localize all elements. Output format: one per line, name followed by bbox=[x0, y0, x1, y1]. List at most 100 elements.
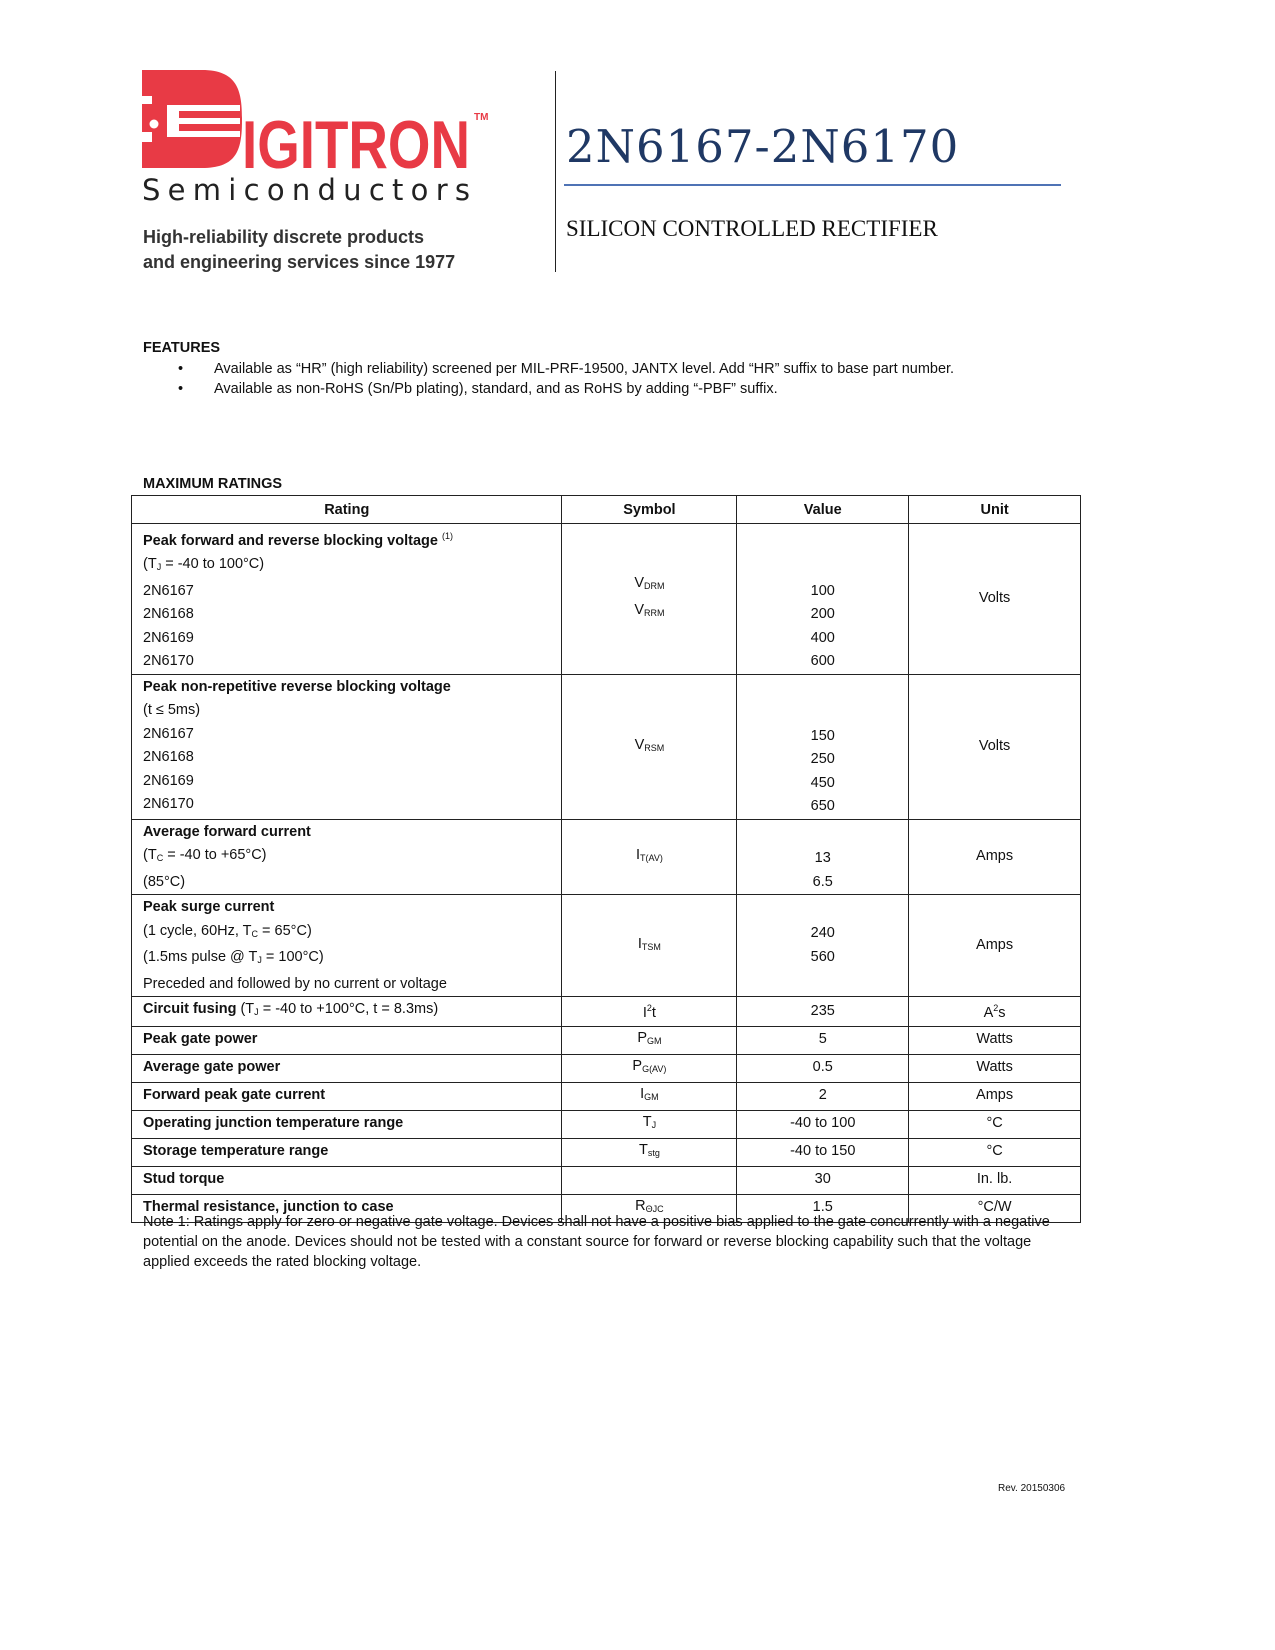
text-run: (T bbox=[236, 1001, 255, 1018]
text-run: = -40 to +100°C, t = 8.3ms) bbox=[258, 1001, 439, 1018]
digitron-logo: IGITRON TM Semiconductors bbox=[142, 70, 488, 207]
part-number-title: 2N6167-2N6170 bbox=[566, 120, 960, 173]
table-row: Thermal resistance, junction to case RΘJC… bbox=[130, 1193, 1081, 1223]
text-line: (t ≤ 5ms) bbox=[143, 699, 550, 723]
text-run: Volts bbox=[978, 738, 1011, 755]
text-line: 6.5 bbox=[748, 871, 897, 895]
text-run: 450 bbox=[810, 774, 835, 791]
text-line: Tstg bbox=[573, 1139, 725, 1166]
text-line: Watts bbox=[920, 1028, 1069, 1052]
rating-cell: Circuit fusing (TJ = -40 to +100°C, t = … bbox=[130, 996, 563, 1027]
text-run: Forward peak gate current bbox=[143, 1087, 326, 1104]
value-cell: 240 560 bbox=[736, 894, 910, 998]
text-line: Volts bbox=[920, 735, 1069, 759]
text-line: 2N6170 bbox=[143, 650, 550, 674]
unit-cell: Amps bbox=[908, 894, 1081, 998]
col-header-value: Value bbox=[736, 495, 910, 524]
unit-cell: Watts bbox=[908, 1053, 1081, 1083]
feature-item: • Available as “HR” (high reliability) sc… bbox=[143, 359, 954, 379]
text-run: P bbox=[637, 1029, 647, 1046]
text-run: °C/W bbox=[977, 1199, 1012, 1216]
rating-cell: Average gate power bbox=[130, 1053, 563, 1083]
text-line: VDRM bbox=[573, 572, 725, 599]
features-heading: FEATURES bbox=[143, 340, 221, 356]
symbol-cell: ITSM bbox=[561, 894, 738, 998]
text-line: ITSM bbox=[573, 933, 725, 960]
value-cell: 150 250 450 650 bbox=[736, 673, 910, 820]
col-header-unit: Unit bbox=[908, 495, 1081, 524]
text-run: Peak non-repetitive reverse blocking vol… bbox=[143, 678, 451, 695]
max-ratings-table: Rating Symbol Value Unit Peak forward an… bbox=[130, 495, 1081, 1223]
text-run: 1.5 bbox=[812, 1199, 833, 1216]
text-line: 1.5 bbox=[748, 1196, 897, 1220]
unit-cell: Amps bbox=[908, 818, 1081, 896]
text-line: Circuit fusing (TJ = -40 to +100°C, t = … bbox=[143, 998, 550, 1025]
text-run: °C bbox=[986, 1143, 1003, 1160]
value-cell: 100 200 400 600 bbox=[736, 523, 910, 675]
text-run: Average forward current bbox=[143, 823, 311, 840]
bullet-icon: • bbox=[178, 381, 184, 397]
text-run: Watts bbox=[976, 1031, 1013, 1048]
text-run: Amps bbox=[976, 937, 1014, 954]
text-run: stg bbox=[647, 1147, 660, 1158]
text-line: Forward peak gate current bbox=[143, 1084, 550, 1108]
text-line: In. lb. bbox=[920, 1168, 1069, 1192]
tagline-line-2: and engineering services since 1977 bbox=[143, 252, 456, 272]
unit-cell: Watts bbox=[908, 1025, 1081, 1055]
text-line: I2t bbox=[573, 997, 725, 1025]
text-line: 2N6168 bbox=[143, 603, 550, 627]
text-run: J bbox=[651, 1119, 657, 1130]
text-line: 2N6169 bbox=[143, 627, 550, 651]
text-line: 2N6168 bbox=[143, 746, 550, 770]
text-run: 2N6169 bbox=[143, 629, 194, 646]
text-run: 650 bbox=[810, 798, 835, 815]
table-row: Stud torque 30 In. lb. bbox=[130, 1165, 1081, 1195]
text-run: P bbox=[632, 1057, 643, 1074]
unit-cell: Volts bbox=[908, 523, 1081, 675]
text-line: (TJ = -40 to 100°C) bbox=[143, 553, 550, 580]
symbol-cell: TJ bbox=[561, 1109, 738, 1139]
text-line: 2 bbox=[748, 1084, 897, 1108]
unit-cell: Amps bbox=[908, 1081, 1081, 1111]
text-run: ΘJC bbox=[645, 1203, 664, 1214]
unit-cell: °C bbox=[908, 1137, 1081, 1167]
value-cell: 5 bbox=[736, 1025, 910, 1055]
text-line: 0.5 bbox=[748, 1056, 897, 1080]
symbol-cell: PG(AV) bbox=[561, 1053, 738, 1083]
text-line: 150 bbox=[748, 725, 897, 749]
rating-cell: Stud torque bbox=[130, 1165, 563, 1195]
text-run: 560 bbox=[810, 948, 835, 965]
text-run: = -40 to +65°C) bbox=[163, 847, 267, 864]
text-run: Amps bbox=[976, 1087, 1014, 1104]
value-cell: 30 bbox=[736, 1165, 910, 1195]
revision: Rev. 20150306 bbox=[998, 1483, 1066, 1494]
text-line: Watts bbox=[920, 1056, 1069, 1080]
table-row: Peak non-repetitive reverse blocking vol… bbox=[130, 673, 1081, 820]
rating-cell: Thermal resistance, junction to case bbox=[130, 1193, 563, 1223]
text-run: 30 bbox=[814, 1171, 831, 1188]
text-line: 2N6169 bbox=[143, 770, 550, 794]
text-run: C bbox=[251, 928, 259, 939]
rating-cell: Storage temperature range bbox=[130, 1137, 563, 1167]
table-note: Note 1: Ratings apply for zero or negati… bbox=[143, 1214, 1050, 1270]
text-run: DRM bbox=[643, 581, 665, 592]
text-line: Peak forward and reverse blocking voltag… bbox=[143, 525, 550, 553]
text-run: = 65°C) bbox=[258, 922, 312, 939]
text-line: Peak gate power bbox=[143, 1028, 550, 1052]
text-run: -40 to 150 bbox=[790, 1143, 856, 1160]
text-run: Peak forward and reverse blocking voltag… bbox=[143, 532, 442, 549]
text-run: T bbox=[638, 1141, 648, 1158]
text-run: 5 bbox=[818, 1031, 827, 1048]
text-run: J bbox=[254, 1007, 259, 1018]
features-list: • Available as “HR” (high reliability) sc… bbox=[143, 359, 954, 399]
text-run: Preceded and followed by no current or v… bbox=[143, 975, 447, 992]
feature-text: Available as “HR” (high reliability) scr… bbox=[214, 361, 955, 377]
feature-text: Available as non-RoHS (Sn/Pb plating), s… bbox=[214, 381, 778, 397]
symbol-cell: RΘJC bbox=[561, 1193, 738, 1223]
text-line: 250 bbox=[748, 748, 897, 772]
title-underline bbox=[564, 184, 1061, 186]
text-line: IT(AV) bbox=[573, 844, 725, 871]
value-cell: 0.5 bbox=[736, 1053, 910, 1083]
text-run: Stud torque bbox=[143, 1171, 225, 1188]
text-line: TJ bbox=[573, 1111, 725, 1138]
